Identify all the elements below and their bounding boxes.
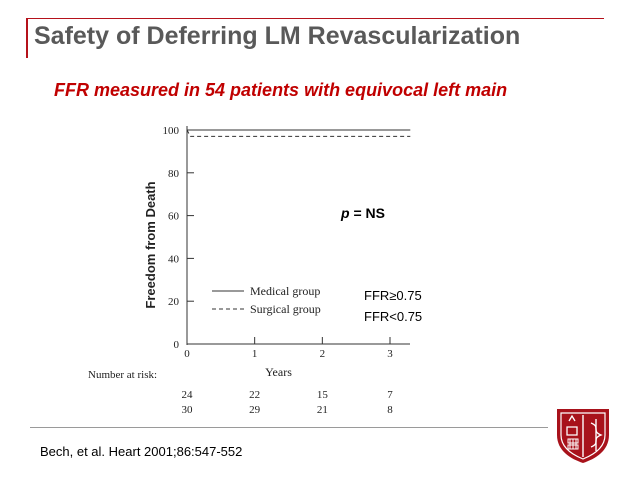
x-tick-label: 1 xyxy=(252,348,258,360)
risk-count: 29 xyxy=(249,404,261,416)
slide-subtitle: FFR measured in 54 patients with equivoc… xyxy=(54,80,508,100)
y-tick-label: 60 xyxy=(168,211,180,223)
chart-axes: 0 20 40 60 80 100 0 1 2 3 Years Freedom from Death xyxy=(143,125,410,379)
group-label-2: FFR<0.75 xyxy=(364,309,422,324)
p-value-italic: p xyxy=(340,205,350,221)
citation: Bech, et al. Heart 2001;86:547-552 xyxy=(40,444,243,459)
x-tick-label: 0 xyxy=(184,348,190,360)
risk-count: 30 xyxy=(182,404,194,416)
p-value-rest: = NS xyxy=(350,205,385,221)
x-axis-label: Years xyxy=(265,365,292,379)
y-axis-label: Freedom from Death xyxy=(143,181,158,308)
risk-count: 24 xyxy=(182,389,194,401)
y-tick-label: 80 xyxy=(168,168,180,180)
risk-count: 7 xyxy=(387,389,393,401)
shield-caduceus-icon xyxy=(557,409,609,463)
legend-label-1: Medical group xyxy=(250,284,320,298)
chart-legend: Medical group Surgical group FFR≥0.75 FFR<0… xyxy=(212,205,422,324)
footer-divider xyxy=(30,427,548,428)
title-accent-bar xyxy=(26,18,28,58)
x-tick-label: 2 xyxy=(320,348,326,360)
risk-count: 21 xyxy=(317,404,328,416)
risk-table-label: Number at risk: xyxy=(88,369,157,381)
y-tick-label: 100 xyxy=(163,125,180,137)
p-value-label: p = NS xyxy=(340,205,385,221)
risk-count: 8 xyxy=(387,404,393,416)
y-tick-label: 40 xyxy=(168,253,180,265)
risk-count: 22 xyxy=(249,389,260,401)
slide-title: Safety of Deferring LM Revascularization xyxy=(34,22,521,50)
title-accent-line xyxy=(28,18,604,19)
risk-count: 15 xyxy=(317,389,329,401)
chart-series xyxy=(186,129,411,137)
x-tick-label: 3 xyxy=(387,348,393,360)
y-tick-label: 20 xyxy=(168,296,180,308)
group-label-1: FFR≥0.75 xyxy=(364,288,422,303)
risk-table: Number at risk: 24 22 15 7 30 29 21 8 xyxy=(88,369,393,416)
legend-label-2: Surgical group xyxy=(250,302,321,316)
y-tick-label: 0 xyxy=(174,339,180,351)
series-line-2 xyxy=(186,129,411,137)
